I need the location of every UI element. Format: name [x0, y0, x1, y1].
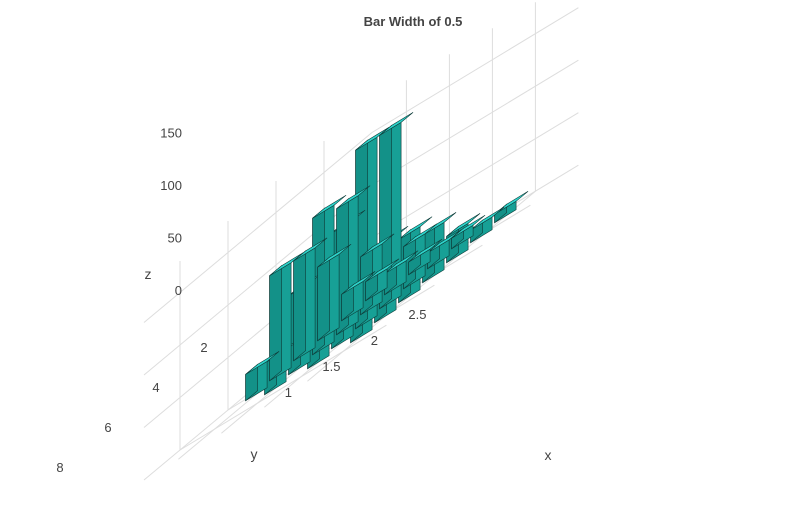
- bar-face-top: [336, 185, 371, 209]
- bar: [317, 243, 352, 342]
- x-tick-label: 2.5: [408, 307, 426, 322]
- bar: [365, 258, 400, 302]
- bar-face-side: [317, 256, 330, 342]
- bar: [379, 112, 414, 310]
- grid-line-z-wall-x: [371, 112, 579, 238]
- bar-face-side: [293, 250, 306, 362]
- bar-face-top: [365, 258, 400, 283]
- bar-face-top: [427, 229, 462, 254]
- tick-layer: 0 50 100 150 2 4 6 8 1 1.5 2 2.5: [56, 126, 426, 476]
- bar: [245, 351, 280, 402]
- z-tick-label: 100: [160, 178, 182, 193]
- bar: [494, 191, 529, 224]
- bar: [293, 237, 328, 362]
- bar-face-top: [317, 243, 352, 268]
- z-tick-label: 50: [168, 231, 182, 246]
- z-tick-label: 0: [175, 283, 182, 298]
- grid-line-z-wall-x: [371, 59, 579, 186]
- bar-face-top: [446, 213, 481, 237]
- bar-face-top: [341, 271, 376, 295]
- bar-face-top: [355, 126, 390, 151]
- x-tick-label: 2: [371, 333, 378, 348]
- y-tick-label: 8: [56, 460, 63, 475]
- y-axis-title: y: [251, 446, 258, 462]
- y-tick-label: 6: [104, 420, 111, 435]
- chart-title: Bar Width of 0.5: [364, 14, 463, 29]
- x-axis-title: x: [545, 447, 552, 463]
- bar-face-top: [470, 206, 505, 231]
- z-tick-label: 150: [160, 126, 182, 141]
- z-axis-title: z: [145, 266, 152, 282]
- bar: [427, 229, 462, 270]
- bar: [341, 271, 376, 322]
- bar-face-top: [384, 250, 419, 274]
- bar-face-top: [269, 252, 304, 276]
- bar: [408, 238, 443, 276]
- bar-face-side: [269, 265, 282, 382]
- grid-line-x-floor: [307, 190, 536, 382]
- bar-face-top: [312, 194, 347, 219]
- bar: [269, 252, 304, 382]
- y-tick-label: 4: [152, 380, 159, 395]
- bar: [451, 214, 486, 250]
- grid-line-z-wall-y: [143, 132, 373, 323]
- x-tick-label: 1.5: [322, 359, 340, 374]
- bar-face-top: [360, 233, 395, 258]
- bar-face-top: [408, 238, 443, 263]
- y-tick-label: 2: [200, 340, 207, 355]
- x-tick-label: 1: [285, 385, 292, 400]
- bar-face-top: [403, 223, 438, 247]
- bar-face-top: [398, 216, 433, 240]
- bar-face-top: [245, 351, 280, 375]
- bar-layer: [245, 112, 529, 402]
